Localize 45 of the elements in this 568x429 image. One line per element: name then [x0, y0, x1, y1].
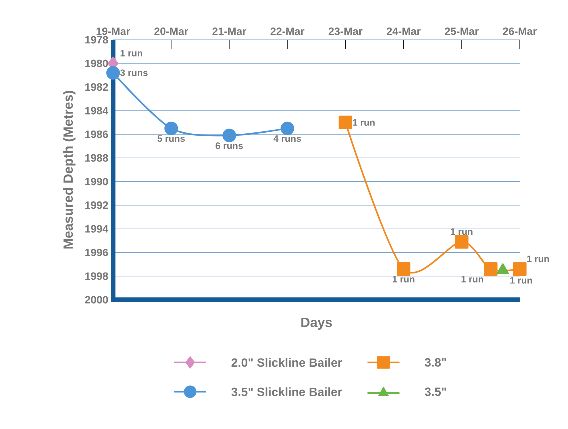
- x-tick-label: 23-Mar: [328, 28, 363, 36]
- point: [338, 116, 353, 130]
- point: [280, 122, 294, 136]
- x-tick-label: 22-Mar: [270, 28, 305, 36]
- point: [513, 262, 527, 276]
- annotation: 1 run: [451, 228, 473, 235]
- point: [397, 262, 411, 276]
- point: [106, 66, 120, 80]
- annotation: 6 runs: [216, 142, 244, 150]
- point: [164, 122, 178, 136]
- annotation: 3 runs: [120, 70, 148, 76]
- x-tick-label: 20-Mar: [154, 28, 188, 36]
- y-tick-label: 1982: [86, 83, 108, 91]
- y-tick-label: 1978: [86, 36, 108, 44]
- annotation: 5 runs: [158, 135, 186, 142]
- y-tick-label: 1988: [86, 154, 108, 162]
- annotation: 1 run: [510, 277, 532, 284]
- x-tick-label: 25-Mar: [445, 28, 479, 36]
- y-tick-label: 2000: [85, 296, 108, 304]
- x-tick-label: 26-Mar: [503, 28, 538, 36]
- y-tick-label: 1994: [86, 225, 109, 233]
- x-tick-label: 21-Mar: [212, 28, 247, 36]
- legend-label: 3.5": [424, 388, 446, 396]
- y-tick-label: 1992: [86, 202, 108, 210]
- y-tick-label: 1996: [86, 248, 108, 256]
- annotation: 1 run: [528, 256, 550, 262]
- annotation: 1 run: [392, 276, 415, 283]
- point: [455, 235, 469, 249]
- y-tick-label: 1980: [86, 60, 108, 68]
- annotation: 1 run: [462, 276, 484, 283]
- x-tick-label: 19-Mar: [96, 28, 130, 36]
- legend-label: 3.8": [424, 358, 446, 367]
- annotation: 1 run: [353, 119, 375, 126]
- annotation: 1 run: [120, 50, 142, 57]
- legend-label: 2.0" Slickline Bailer: [232, 358, 342, 367]
- y-axis-title: Measured Depth (Metres): [63, 90, 76, 249]
- x-tick-label: 24-Mar: [386, 28, 421, 36]
- y-tick-label: 1984: [86, 106, 109, 115]
- y-tick-label: 1990: [86, 178, 108, 186]
- x-axis-title: Days: [302, 318, 332, 330]
- annotation: 4 runs: [274, 135, 302, 142]
- y-tick-label: 1998: [86, 272, 108, 280]
- y-tick-label: 1986: [86, 130, 108, 138]
- point: [222, 128, 236, 142]
- legend-label: 3.5" Slickline Bailer: [232, 387, 342, 396]
